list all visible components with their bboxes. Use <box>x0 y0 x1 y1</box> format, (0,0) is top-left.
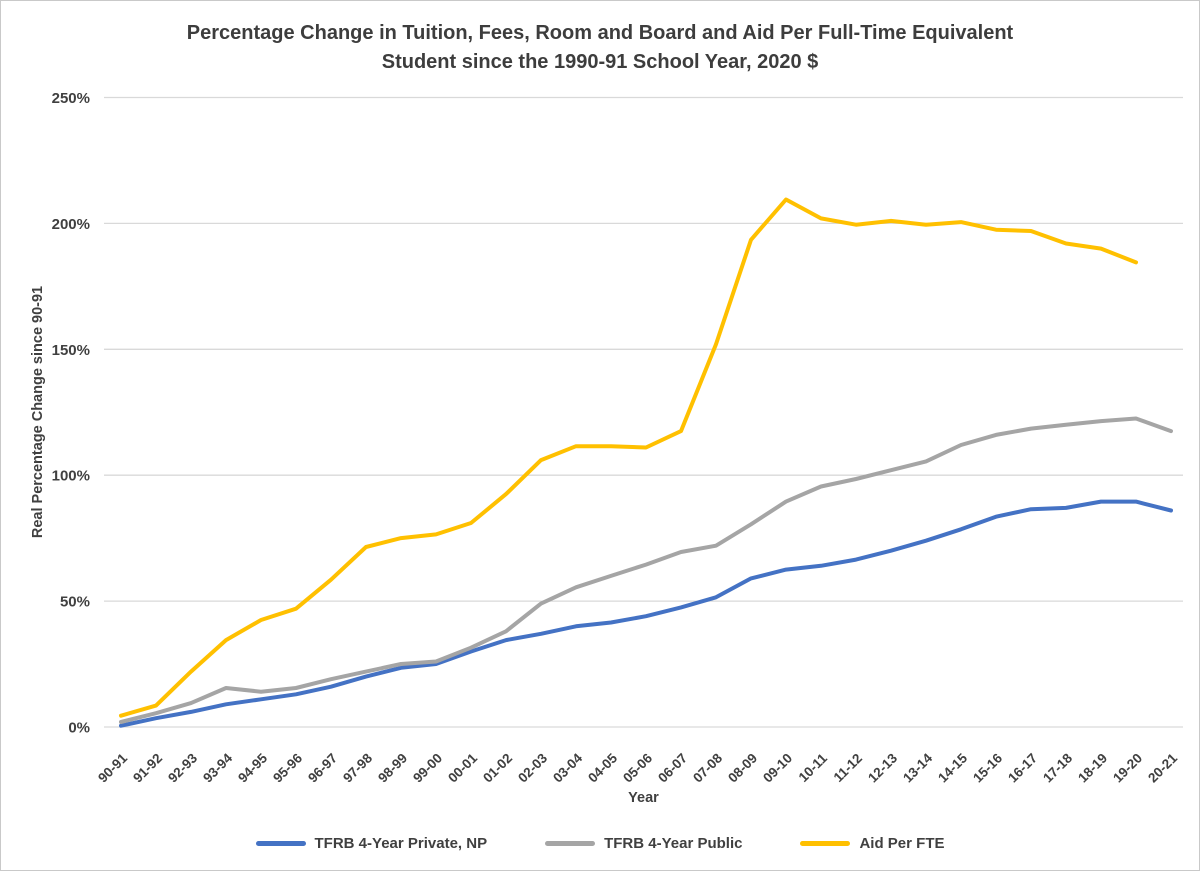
x-tick-label: 20-21 <box>1145 750 1180 785</box>
x-tick-label: 07-08 <box>690 750 725 785</box>
x-tick-label: 05-06 <box>620 750 655 785</box>
legend-label: TFRB 4-Year Public <box>604 835 743 852</box>
x-tick-label: 98-99 <box>375 751 410 786</box>
x-tick-label: 14-15 <box>935 750 970 785</box>
x-tick-label: 08-09 <box>725 751 760 786</box>
legend-item-1: TFRB 4-Year Public <box>545 835 742 852</box>
series-line-1 <box>119 416 1173 724</box>
x-tick-label: 92-93 <box>165 750 200 785</box>
series-line-2 <box>119 197 1138 718</box>
x-tick-label: 01-02 <box>480 751 515 786</box>
legend: TFRB 4-Year Private, NP TFRB 4-Year Publi… <box>1 835 1199 852</box>
x-tick-label: 15-16 <box>970 750 1005 785</box>
x-tick-label: 90-91 <box>95 750 130 785</box>
x-tick-label: 03-04 <box>550 750 585 785</box>
y-tick-label: 0% <box>68 720 90 737</box>
legend-swatch-icon <box>545 841 596 846</box>
chart-title-line-1: Percentage Change in Tuition, Fees, Room… <box>186 22 1014 44</box>
legend-label: TFRB 4-Year Private, NP <box>314 835 488 852</box>
x-tick-label: 18-19 <box>1075 751 1110 786</box>
y-tick-label: 150% <box>52 342 90 359</box>
legend-swatch-icon <box>800 841 851 846</box>
x-tick-label: 12-13 <box>865 750 900 785</box>
x-tick-label: 02-03 <box>515 750 550 785</box>
x-tick-label: 11-12 <box>831 751 866 786</box>
x-tick-label: 97-98 <box>340 750 375 785</box>
x-tick-label: 04-05 <box>585 750 620 785</box>
legend-label: Aid Per FTE <box>859 835 945 852</box>
x-tick-label: 17-18 <box>1040 750 1075 785</box>
legend-item-2: Aid Per FTE <box>800 835 944 852</box>
x-tick-label: 93-94 <box>200 750 235 785</box>
y-tick-label: 250% <box>52 90 90 107</box>
x-tick-label: 00-01 <box>445 750 480 785</box>
x-tick-label: 96-97 <box>305 751 340 786</box>
x-tick-label: 10-11 <box>796 750 831 785</box>
legend-item-0: TFRB 4-Year Private, NP <box>255 835 488 852</box>
x-tick-label: 13-14 <box>900 750 935 785</box>
x-tick-label: 95-96 <box>270 750 305 785</box>
x-tick-label: 19-20 <box>1110 751 1145 786</box>
x-tick-label: 16-17 <box>1005 751 1040 786</box>
y-tick-label: 100% <box>52 468 90 485</box>
x-axis-title: Year <box>628 790 659 806</box>
y-tick-label: 200% <box>52 216 90 233</box>
series-line-0 <box>119 499 1173 728</box>
x-tick-label: 91-92 <box>130 751 165 786</box>
legend-swatch-icon <box>255 841 306 846</box>
chart-title-line-2: Student since the 1990-91 School Year, 2… <box>381 51 819 73</box>
x-tick-label: 94-95 <box>235 750 270 785</box>
chart-title: Percentage Change in Tuition, Fees, Room… <box>120 19 1080 77</box>
x-tick-label: 99-00 <box>410 751 445 786</box>
y-tick-label: 50% <box>60 594 90 611</box>
x-tick-label: 06-07 <box>655 751 690 786</box>
x-tick-label: 09-10 <box>760 751 795 786</box>
